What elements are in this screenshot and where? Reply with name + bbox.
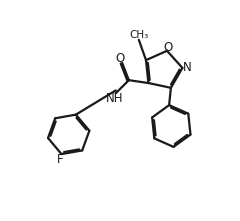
Text: N: N bbox=[183, 61, 192, 74]
Text: O: O bbox=[116, 52, 125, 65]
Text: CH₃: CH₃ bbox=[129, 30, 149, 40]
Text: O: O bbox=[163, 41, 172, 54]
Text: F: F bbox=[57, 153, 64, 166]
Text: NH: NH bbox=[106, 92, 123, 105]
